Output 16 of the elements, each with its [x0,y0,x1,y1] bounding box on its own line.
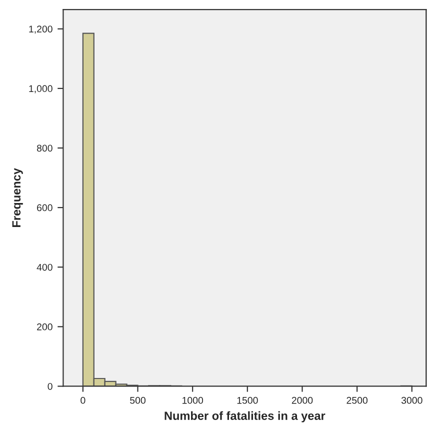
y-tick-label: 1,200 [29,26,52,34]
x-tick-label: 500 [130,396,146,404]
y-tick-label: 400 [36,264,52,271]
x-tick-label: 3000 [401,396,422,404]
y-tick-label: 200 [37,323,52,330]
y-tick-label: 1,000 [29,85,52,94]
x-tick-label: 2500 [346,396,368,404]
y-tick-label: 600 [37,204,52,212]
x-tick-label: 1000 [182,396,204,404]
y-axis-title: Frequency [12,168,23,227]
y-tick-label: 0 [48,382,52,390]
y-tick-label: 800 [36,144,52,152]
x-tick-label: 2000 [292,396,313,404]
x-tick-label: 1500 [237,396,258,404]
x-tick-label: 0 [80,396,86,404]
x-axis-title: Number of fatalities in a year [164,411,326,422]
